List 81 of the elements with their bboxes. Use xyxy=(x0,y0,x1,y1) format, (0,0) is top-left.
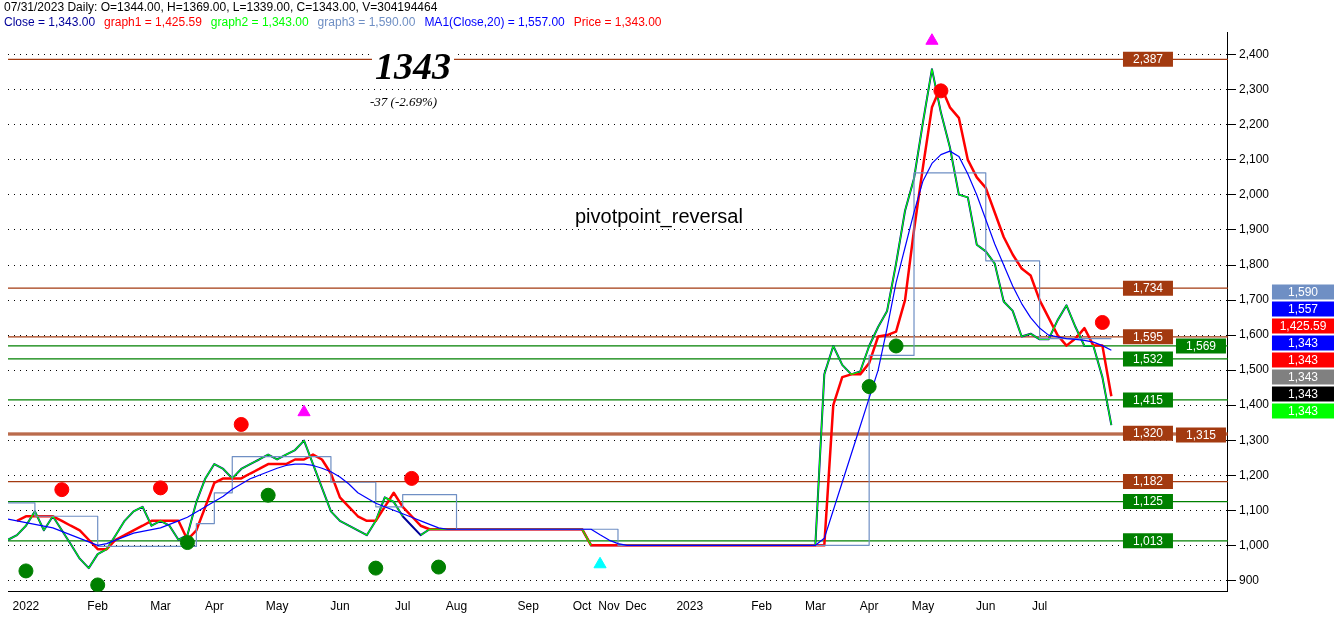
x-tick-label: Feb xyxy=(751,599,773,614)
x-tick-label: Mar xyxy=(805,599,826,614)
point xyxy=(431,559,447,575)
ref-line-label: 1,182 xyxy=(1132,474,1164,489)
x-tick-label: 2022 xyxy=(12,599,40,614)
y-tick-label: 1,600 xyxy=(1238,327,1270,342)
y-tick-label: 2,400 xyxy=(1238,47,1270,62)
ref-line-label: 1,569 xyxy=(1185,338,1217,353)
x-tick-label: Jun xyxy=(330,599,350,614)
point xyxy=(933,83,949,99)
y-tick-label: 1,300 xyxy=(1238,432,1270,447)
text: graph3 = 1,590.00 xyxy=(317,15,416,29)
point xyxy=(54,482,70,498)
y-tick-label: 1,100 xyxy=(1238,502,1270,517)
x-tick-label: Mar xyxy=(150,599,171,614)
point xyxy=(925,33,939,45)
x-tick-label: Apr xyxy=(204,599,224,614)
x-tick-label: Feb xyxy=(87,599,109,614)
y-tick-label: 1,200 xyxy=(1238,467,1270,482)
text: graph1 = 1,425.59 xyxy=(104,15,202,29)
text: 1,343 xyxy=(1287,352,1319,367)
ref-line-label: 1,595 xyxy=(1132,329,1164,344)
x-tick-label: Jun xyxy=(976,599,996,614)
x-tick-label: Jul xyxy=(1031,599,1048,614)
text: 1,343 xyxy=(1287,335,1319,350)
y-tick-label: 1,000 xyxy=(1238,537,1270,552)
text: 1,425.59 xyxy=(1279,318,1327,333)
point xyxy=(861,379,877,395)
y-tick-label: 1,800 xyxy=(1238,257,1270,272)
y-tick-label: 2,200 xyxy=(1238,117,1270,132)
ref-line-label: 1,320 xyxy=(1132,426,1164,441)
text: 1,343 xyxy=(1287,403,1319,418)
point xyxy=(593,556,607,569)
text: graph2 = 1,343.00 xyxy=(210,15,309,29)
ref-line-label: 1,125 xyxy=(1132,494,1164,509)
y-tick-label: 1,500 xyxy=(1238,362,1270,377)
point xyxy=(1094,314,1110,330)
y-tick-label: 2,000 xyxy=(1238,187,1270,202)
point xyxy=(90,577,106,592)
annotation: pivotpoint_reversal xyxy=(575,205,743,228)
text: 1,343 xyxy=(1287,386,1319,401)
text: Close = 1,343.00 xyxy=(4,15,96,29)
ref-line-label: 1,315 xyxy=(1185,427,1217,442)
text: 07/31/2023 Daily: O=1344.00, H=1369.00, L=1339.00, C=1343.00, V=304194464 xyxy=(4,0,439,15)
y-tick-label: 1,400 xyxy=(1238,397,1270,412)
ref-line-label: 2,387 xyxy=(1132,52,1164,67)
text: 1,557 xyxy=(1287,301,1319,316)
chart-title: 1343 xyxy=(372,44,454,88)
point xyxy=(260,487,276,503)
point xyxy=(888,338,904,354)
text: 1,590 xyxy=(1287,284,1319,299)
ref-line-label: 1,532 xyxy=(1132,351,1164,366)
ref-line-label: 1,734 xyxy=(1132,280,1164,295)
x-tick-label: 2023 xyxy=(676,599,704,614)
point xyxy=(179,535,195,551)
point xyxy=(404,470,420,486)
y-tick-label: 1,900 xyxy=(1238,222,1270,237)
point xyxy=(18,563,34,579)
x-tick-label: May xyxy=(265,599,289,614)
x-tick-label: Nov xyxy=(598,599,620,614)
text: Price = 1,343.00 xyxy=(573,15,662,29)
ref-line-label: 1,415 xyxy=(1132,392,1164,407)
x-tick-label: Sep xyxy=(517,599,540,614)
text: 1,343 xyxy=(1287,369,1319,384)
text: -37 (-2.69%) xyxy=(370,94,438,110)
y-tick-label: 1,700 xyxy=(1238,292,1270,307)
x-tick-label: Oct xyxy=(572,599,593,614)
x-tick-label: Jul xyxy=(395,599,411,614)
x-tick-label: Apr xyxy=(859,599,879,614)
point xyxy=(233,416,249,432)
y-tick-label: 900 xyxy=(1238,572,1260,587)
y-tick-label: 2,100 xyxy=(1238,152,1270,167)
y-tick-label: 2,300 xyxy=(1238,82,1270,97)
ref-line-label: 1,013 xyxy=(1132,533,1164,548)
point xyxy=(368,560,384,576)
x-tick-label: Aug xyxy=(445,599,468,614)
point xyxy=(153,480,168,496)
x-tick-label: Dec xyxy=(625,599,647,614)
x-tick-label: May xyxy=(911,599,935,614)
text: MA1(Close,20) = 1,557.00 xyxy=(424,15,565,29)
point xyxy=(297,404,311,417)
